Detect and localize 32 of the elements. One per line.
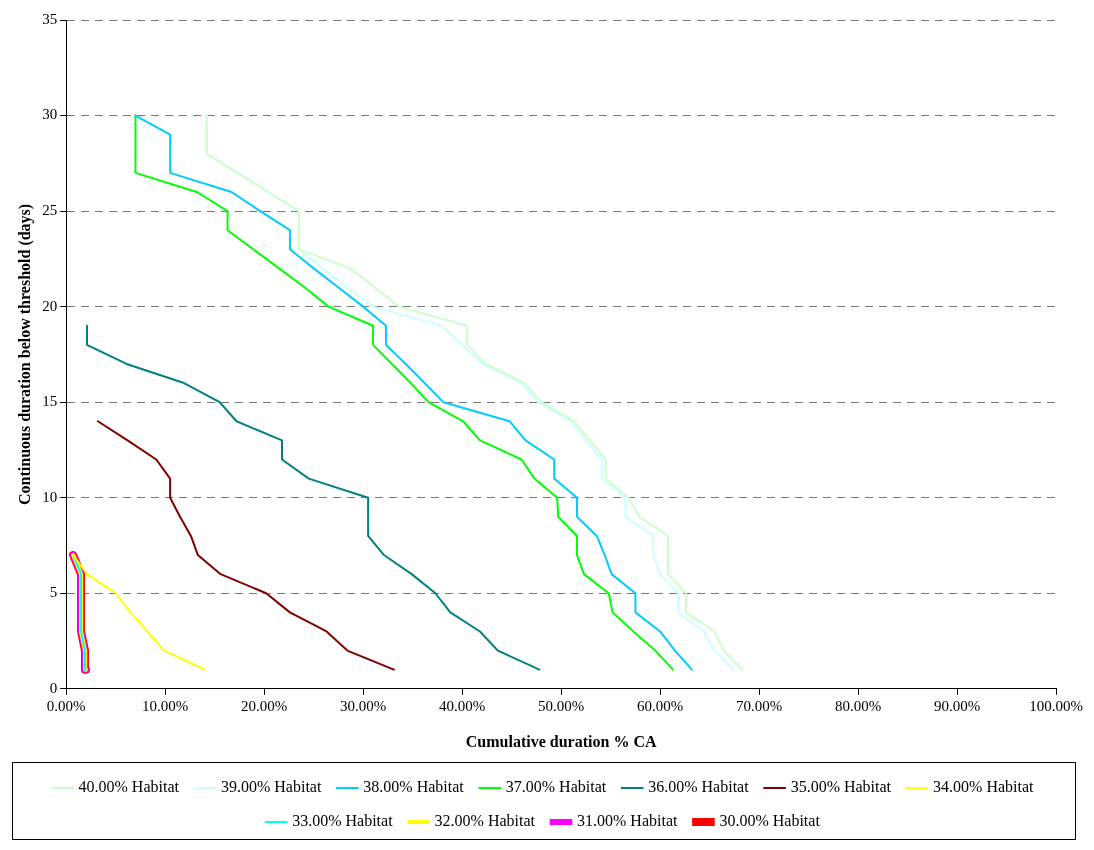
x-tick-label: 30.00% (340, 697, 387, 714)
x-axis-title: Cumulative duration % CA (465, 732, 657, 750)
x-tick-label: 80.00% (835, 697, 882, 714)
y-tick-label: 30 (42, 106, 58, 123)
x-tick-label: 50.00% (538, 697, 585, 714)
legend-label: 34.00% Habitat (933, 778, 1035, 796)
y-axis-title: Continuous duration below threshold (days) (15, 203, 34, 505)
x-tick-label: 70.00% (736, 697, 783, 714)
legend-label: 32.00% Habitat (434, 812, 536, 830)
y-tick-label: 5 (49, 584, 58, 601)
y-tick-label: 15 (42, 393, 58, 410)
x-tick-label: 20.00% (241, 697, 288, 714)
y-tick-label: 25 (42, 202, 58, 219)
legend-label: 30.00% Habitat (719, 812, 821, 830)
legend-label: 40.00% Habitat (78, 778, 180, 796)
y-tick-label: 35 (42, 10, 58, 27)
x-tick-label: 100.00% (1029, 697, 1083, 714)
y-tick-label: 0 (49, 679, 58, 696)
x-tick-label: 10.00% (142, 697, 189, 714)
legend-label: 31.00% Habitat (577, 812, 678, 830)
x-tick-label: 90.00% (934, 697, 981, 714)
legend-label: 33.00% Habitat (292, 812, 394, 830)
x-tick-label: 40.00% (439, 697, 486, 714)
y-tick-label: 10 (42, 488, 58, 505)
x-tick-label: 60.00% (637, 697, 684, 714)
y-tick-label: 20 (42, 297, 58, 314)
legend-label: 38.00% Habitat (363, 778, 465, 796)
legend-label: 39.00% Habitat (220, 778, 322, 796)
legend-label: 35.00% Habitat (790, 778, 892, 796)
legend-label: 36.00% Habitat (648, 778, 750, 796)
x-tick-label: 0.00% (46, 697, 86, 714)
legend-label: 37.00% Habitat (505, 778, 607, 796)
